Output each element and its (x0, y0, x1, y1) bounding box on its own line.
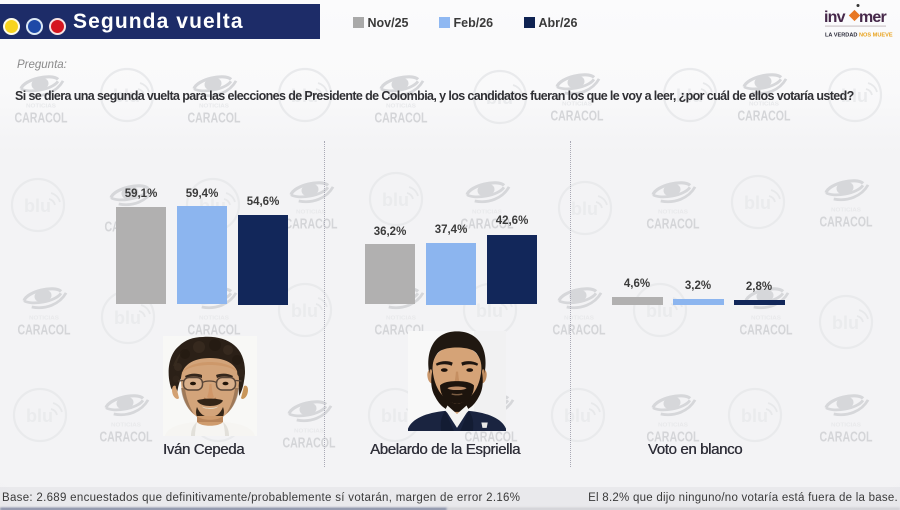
svg-text:inv: inv (824, 9, 846, 26)
svg-text:LA VERDAD NOS MUEVE: LA VERDAD NOS MUEVE (825, 33, 893, 39)
svg-text:mer: mer (859, 9, 887, 26)
